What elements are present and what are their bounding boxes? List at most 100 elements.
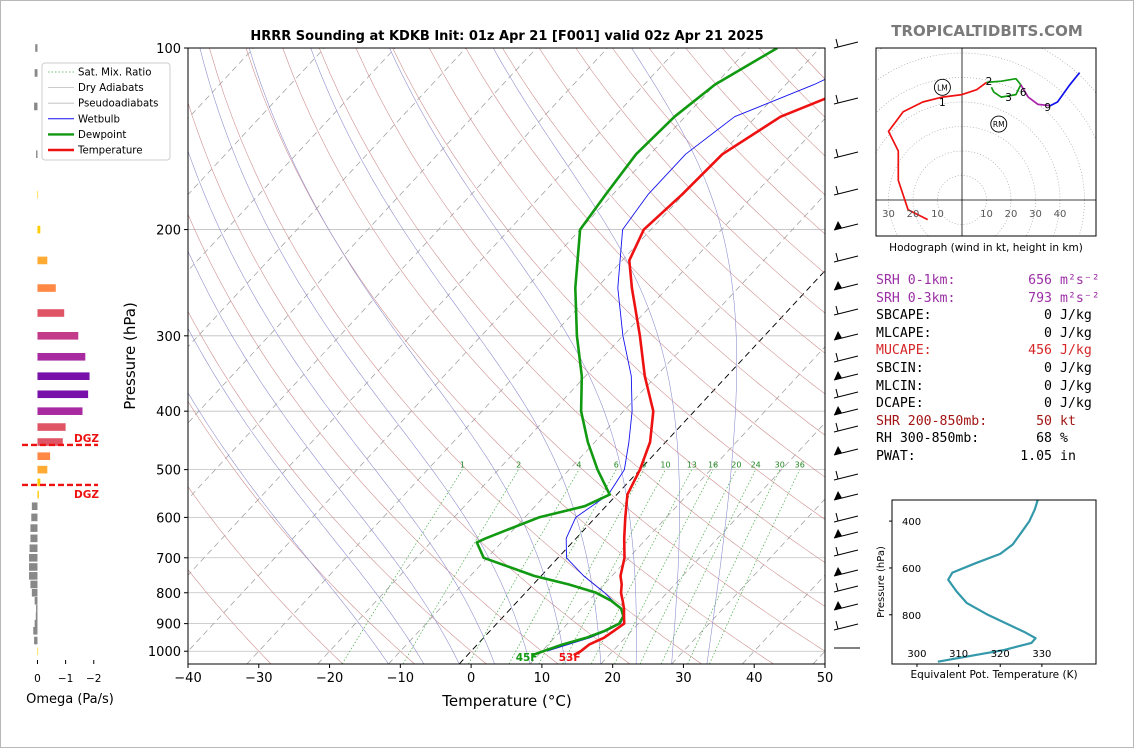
y-tick-label: 800 <box>156 587 181 602</box>
wind-barb-flag <box>834 331 842 340</box>
dry-adiabat <box>188 101 631 664</box>
hodograph-height-label: 3 <box>1005 92 1012 104</box>
pseudoadiabat <box>248 48 566 664</box>
wind-barb-feather <box>835 38 839 48</box>
pseudoadiabat <box>389 48 637 664</box>
surface-dewpoint-label: 45F <box>516 652 538 664</box>
stat-row: MUCAPE: 456 J/kg <box>876 342 1116 360</box>
mixing-ratio-line <box>341 469 463 664</box>
omega-bar <box>30 524 38 532</box>
storm-motion-marker <box>990 115 1008 133</box>
dry-adiabat <box>392 48 825 520</box>
dry-adiabat <box>428 48 825 478</box>
isotherm <box>671 498 825 664</box>
wind-barb-flag <box>834 601 842 610</box>
theta-e-x-tick-label: 330 <box>1032 649 1051 660</box>
hodograph-segment <box>986 77 1022 98</box>
skew-t-frame <box>187 47 826 665</box>
pseudoadiabat <box>310 48 602 664</box>
mixing-ratio-label: 36 <box>795 461 805 470</box>
stat-row: MLCIN: 0 J/kg <box>876 378 1116 396</box>
mixing-ratio-label: 6 <box>614 461 619 470</box>
wind-barb-flag <box>834 567 842 576</box>
isotherm <box>188 48 608 500</box>
wind-barb-feather <box>835 512 839 522</box>
theta-e-x-label: Equivalent Pot. Temperature (K) <box>910 669 1077 681</box>
hodograph-height-label: 1 <box>939 97 946 109</box>
theta-e-frame <box>891 499 1097 665</box>
omega-bar <box>37 390 89 399</box>
legend-entry: Pseudoadiabats <box>78 99 159 110</box>
dewpoint-line <box>475 48 778 657</box>
stat-unit: J/kg <box>1060 378 1092 394</box>
stat-unit: J/kg <box>1060 396 1092 412</box>
mixing-ratio-label: 20 <box>731 461 741 470</box>
isotherm <box>188 48 679 576</box>
mixing-ratio-label: 13 <box>687 461 697 470</box>
stat-label: SBCAPE: <box>876 308 932 324</box>
stat-unit: % <box>1060 431 1068 447</box>
stat-unit: in <box>1060 448 1076 464</box>
stat-label: MLCAPE: <box>876 325 932 341</box>
theta-e-x-tick-label: 320 <box>991 649 1010 660</box>
dry-adiabat <box>188 310 487 664</box>
isotherm <box>317 117 825 664</box>
hodograph-ring-label: 30 <box>1029 209 1042 220</box>
pseudoadiabat <box>188 327 425 664</box>
theta-e-y-label: Pressure (hPa) <box>876 546 887 618</box>
omega-bar <box>37 256 48 265</box>
mixing-ratio-label: 2 <box>516 461 521 470</box>
omega-bar <box>37 647 39 656</box>
wind-barb-flag <box>834 446 842 455</box>
omega-bar <box>29 572 38 580</box>
stat-value: 656 <box>1028 273 1052 288</box>
temperature-line <box>573 97 825 657</box>
pseudoadiabat <box>199 48 531 664</box>
wind-barb-feather <box>835 305 839 315</box>
dry-adiabat <box>502 48 825 395</box>
dgz-label: DGZ <box>74 433 99 445</box>
dry-adiabat <box>188 213 559 664</box>
wind-barb-flag <box>834 406 842 415</box>
skew-t-axes: −40 −30 −20 −10 0 10 20 30 40 50 100 200 300 400 500 60… <box>148 42 833 686</box>
hodograph-frame <box>875 47 1097 237</box>
theta-e-line <box>937 500 1039 663</box>
wind-barb-flag <box>834 221 842 230</box>
omega-bar <box>31 513 38 522</box>
omega-bar <box>29 563 38 571</box>
wind-barb-flag <box>834 281 842 290</box>
storm-motion-marker <box>933 78 951 96</box>
dry-adiabat <box>465 48 825 436</box>
omega-bar <box>37 372 90 380</box>
chart-title: HRRR Sounding at KDKB Init: 01z Apr 21 [… <box>250 29 763 44</box>
stat-value: 0 <box>1044 308 1052 324</box>
stat-label: SRH 0-3km: <box>876 290 956 306</box>
stat-unit: J/kg <box>1060 308 1092 324</box>
omega-bar <box>37 452 51 460</box>
legend-entry: Dry Adiabats <box>78 83 144 94</box>
isotherm <box>188 48 325 196</box>
omega-bar <box>37 332 79 340</box>
stat-row: MLCAPE: 0 J/kg <box>876 325 1116 343</box>
stat-value: 50 <box>1036 413 1052 429</box>
hodograph-caption: Hodograph (wind in kt, height in km) <box>889 242 1083 254</box>
isotherm <box>188 48 396 272</box>
theta-e-x-tick-label: 310 <box>949 649 968 660</box>
stat-label: PWAT: <box>876 448 916 464</box>
hodograph-segment <box>1049 72 1081 107</box>
isotherm <box>188 48 750 652</box>
omega-bar <box>34 636 38 645</box>
stat-row: SHR 200-850mb: 50 kt <box>876 413 1116 431</box>
wind-barb-feather <box>835 620 839 630</box>
y-tick-label: 700 <box>156 552 181 567</box>
wind-barb-feather <box>835 422 839 432</box>
y-tick-label: 300 <box>156 330 181 345</box>
mixing-ratio-line <box>614 469 714 664</box>
omega-bar <box>34 597 38 605</box>
mixing-ratio-label: 10 <box>660 461 670 470</box>
dry-adiabat <box>319 48 825 607</box>
wind-barb-flag <box>834 371 842 380</box>
storm-motion-label: RM <box>993 120 1005 129</box>
omega-bar <box>31 588 38 597</box>
mixing-ratio-label: 30 <box>775 461 785 470</box>
